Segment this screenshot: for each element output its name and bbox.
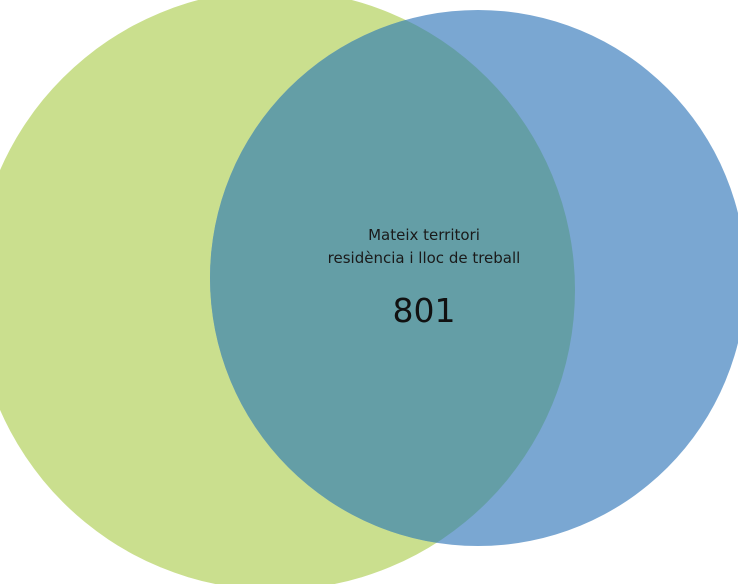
overlap-label-line2: residència i lloc de treball	[328, 249, 521, 267]
overlap-region	[210, 10, 575, 546]
overlap-label-line1: Mateix territori	[368, 226, 480, 244]
overlap-value: 801	[393, 291, 456, 330]
